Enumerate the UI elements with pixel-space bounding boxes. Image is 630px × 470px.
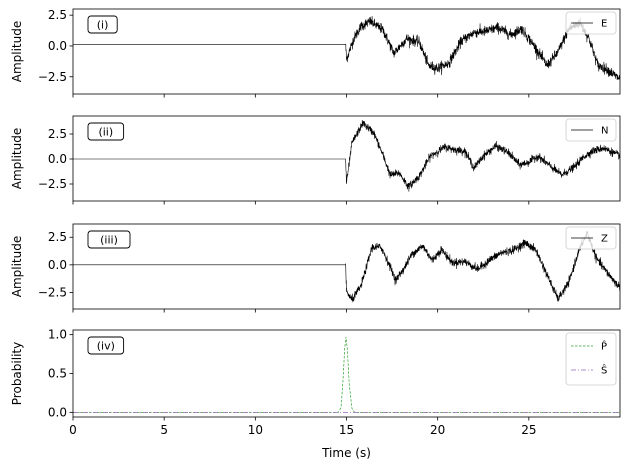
y-tick-label: 0.0 (48, 152, 67, 166)
legend-label: N (601, 126, 608, 137)
y-tick-label: 2.5 (48, 230, 67, 244)
y-tick-label: 0.0 (48, 39, 67, 53)
panel-tag: (iv) (97, 340, 115, 353)
series-line-4-1 (73, 336, 620, 413)
x-tick-label: 15 (339, 423, 354, 437)
y-axis-label: Amplitude (10, 21, 24, 83)
y-tick-label: 0.0 (48, 258, 67, 272)
y-tick-label: −2.5 (38, 285, 67, 299)
x-axis-label: Time (s) (321, 446, 371, 460)
x-tick-label: 10 (248, 423, 263, 437)
y-tick-label: 1.0 (48, 328, 67, 342)
panel-tag-box (87, 336, 125, 355)
plot-frame (72, 223, 621, 310)
x-tick-label: 0 (69, 423, 77, 437)
plot-frame (72, 329, 621, 418)
panel-3: 2.5 0.0 −2.5 Amplitude (iii) Z (10, 223, 621, 313)
panel-tag: (ii) (98, 126, 113, 139)
panel-tag-box (87, 15, 118, 34)
y-tick-label: 2.5 (48, 8, 67, 22)
y-axis-label: Amplitude (10, 128, 24, 190)
plot-frame (72, 115, 621, 202)
y-tick-label: 2.5 (48, 127, 67, 141)
y-tick-label: 0.5 (48, 367, 67, 381)
x-tick-label: 20 (430, 423, 445, 437)
y-tick-label: −2.5 (38, 70, 67, 84)
legend-label: Z (601, 234, 608, 245)
panel-tag: (i) (97, 19, 109, 32)
legend-label: E (601, 19, 607, 30)
series-line-3-1 (73, 231, 620, 303)
x-tick-label: 25 (521, 423, 536, 437)
y-axis-label: Amplitude (10, 236, 24, 298)
y-tick-label: 0.0 (48, 405, 67, 419)
y-tick-label: −2.5 (38, 177, 67, 191)
legend-box (565, 332, 617, 386)
panel-tag: (iii) (100, 234, 118, 247)
x-tick-label: 5 (160, 423, 168, 437)
legend-label: P̂ (601, 340, 607, 353)
panel-2: 2.5 0.0 −2.5 Amplitude (ii) N (10, 115, 621, 205)
y-axis-label: Probability (10, 342, 24, 405)
panel-tag-box (87, 230, 131, 249)
series-line-1-1 (73, 16, 620, 80)
series-line-2-1 (73, 119, 620, 192)
panel-4: 1.0 0.5 0.00 5 10 15 20 25 Probability (iv) P̂ Ŝ Tim… (10, 328, 621, 460)
panel-tag-box (87, 122, 125, 141)
legend-label: Ŝ (601, 364, 607, 377)
panel-1: 2.5 0.0 −2.5 Amplitude (i) E (10, 8, 621, 98)
